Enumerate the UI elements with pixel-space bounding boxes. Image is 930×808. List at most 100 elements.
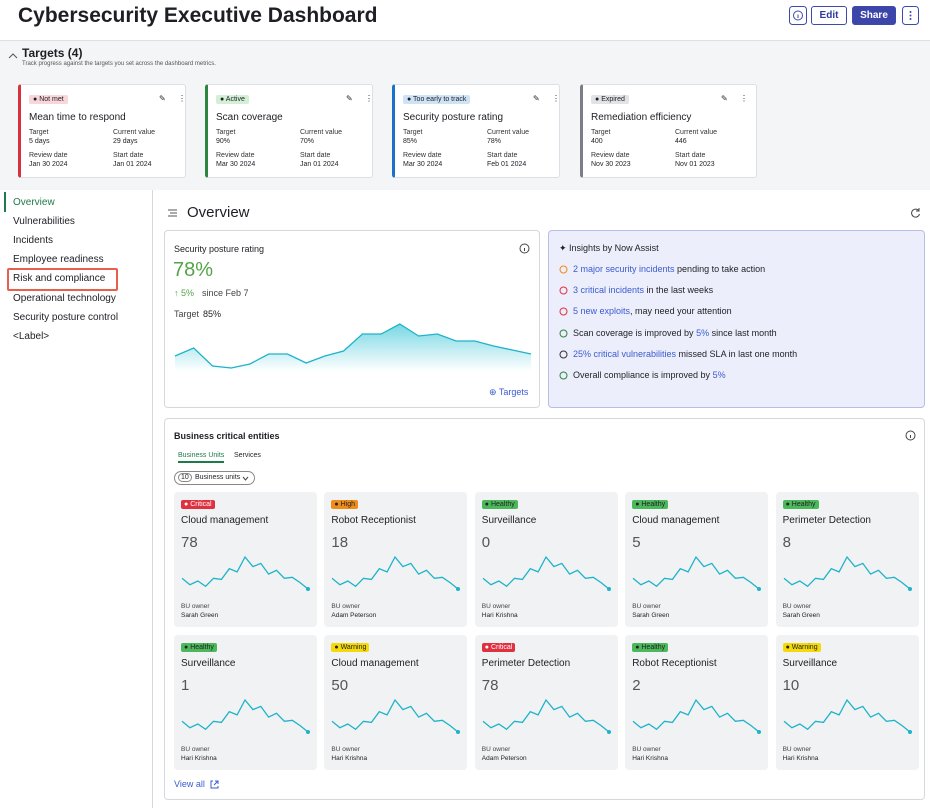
nav-item[interactable]: Employee readiness	[13, 254, 104, 266]
more-icon[interactable]: ⋮	[740, 94, 748, 103]
tab[interactable]: Services	[234, 452, 261, 459]
status-dot: ●	[184, 644, 191, 651]
insight-link[interactable]: 2 major security incidents	[573, 264, 675, 274]
status-badge: ● Critical	[481, 643, 516, 652]
entity-sparkline	[783, 698, 912, 734]
sparkline	[783, 555, 911, 590]
entity-name: Robot Receptionist	[331, 515, 416, 526]
refresh-icon[interactable]	[910, 207, 921, 218]
field-value: Jan 30 2024	[29, 161, 68, 168]
field-label: Review date	[216, 152, 255, 159]
insights-card: ✦ Insights by Now Assist 2 major securit…	[548, 230, 925, 408]
page-title: Cybersecurity Executive Dashboard	[18, 4, 378, 27]
entity-card: ● Warning Cloud management 50 BU owner Hari …	[324, 635, 468, 770]
status-text: Critical	[190, 501, 212, 508]
status-text: High	[340, 501, 355, 508]
insight-text: Overall compliance is improved by	[573, 370, 713, 380]
status-text: Healthy	[641, 501, 666, 508]
nav-item[interactable]: Operational technology	[13, 292, 116, 304]
targets-link[interactable]: ⊕ Targets	[489, 387, 529, 397]
entity-name: Cloud management	[181, 515, 269, 526]
nav-item[interactable]: Overview	[13, 197, 55, 208]
entity-name: Surveillance	[782, 658, 838, 669]
status-badge: ● High	[331, 500, 358, 509]
status-text: Not met	[39, 96, 64, 103]
entity-sparkline	[632, 555, 762, 591]
sparkline	[783, 698, 911, 733]
menu-icon[interactable]	[168, 209, 178, 217]
status-dot: ●	[484, 501, 491, 508]
status-badge: ● Healthy	[181, 643, 217, 652]
status-dot: ●	[635, 644, 642, 651]
field-value: 29 days	[113, 138, 138, 145]
info-button[interactable]	[789, 6, 807, 25]
owner-label: BU owner	[181, 746, 210, 753]
owner-label: BU owner	[481, 746, 511, 753]
sparkline	[482, 698, 610, 733]
info-icon[interactable]	[519, 243, 530, 254]
more-icon[interactable]: ⋮	[552, 94, 560, 103]
status-badge: ● Expired	[591, 95, 629, 104]
status-badge: ● Warning	[782, 643, 821, 652]
field-value: 446	[675, 138, 687, 145]
target-name: Mean time to respond	[29, 112, 126, 123]
edit-icon[interactable]: ✎	[533, 94, 540, 103]
nav-active-indicator	[4, 192, 6, 212]
nav-item[interactable]: Risk and compliance	[13, 273, 106, 285]
insight-item: Overall compliance is improved by 5%	[573, 370, 726, 380]
status-text: Too early to track	[413, 96, 467, 103]
field-label: Target	[29, 129, 49, 136]
status-dot: ●	[334, 644, 341, 651]
entity-value: 0	[481, 534, 491, 551]
nav-item[interactable]: Security posture control	[13, 311, 119, 323]
insight-link[interactable]: 5%	[712, 370, 726, 380]
owner-label: BU owner	[481, 603, 511, 610]
view-all-link[interactable]: View all	[174, 779, 205, 789]
collapse-icon[interactable]	[8, 52, 18, 60]
more-icon[interactable]: ⋮	[178, 94, 186, 103]
insight-text: since last month	[709, 327, 777, 338]
owner-name: Hari Krishna	[181, 755, 217, 762]
edit-icon[interactable]: ✎	[159, 94, 166, 103]
more-icon[interactable]: ⋮	[365, 94, 373, 103]
entity-sparkline	[482, 698, 611, 734]
insight-link[interactable]: 3 critical incidents	[573, 285, 645, 296]
edit-button[interactable]: Edit	[811, 6, 847, 25]
edit-icon[interactable]: ✎	[721, 94, 728, 103]
targets-title: Targets (4)	[22, 46, 83, 60]
nav-item[interactable]: <Label>	[13, 330, 50, 342]
info-icon[interactable]	[905, 430, 916, 441]
field-label: Start date	[487, 152, 518, 159]
target-name: Security posture rating	[403, 112, 504, 123]
end-dot	[456, 587, 461, 591]
field-label: Target	[403, 129, 423, 136]
insight-link[interactable]: 25% critical vulnerabilities	[573, 348, 677, 359]
insight-text: missed SLA in last one month	[676, 348, 798, 359]
nav-item[interactable]: Vulnerabilities	[13, 216, 75, 228]
filter-dropdown[interactable]	[174, 471, 255, 485]
edit-icon[interactable]: ✎	[346, 94, 353, 103]
tab-active[interactable]: Business Units	[178, 452, 225, 463]
target-name: Remediation efficiency	[591, 112, 692, 123]
targets-link-text[interactable]: Targets	[498, 387, 529, 397]
end-dot	[306, 730, 310, 734]
status-dot: ●	[334, 501, 341, 508]
insight-link[interactable]: 5 new exploits	[573, 306, 631, 317]
entity-value: 1	[181, 677, 190, 694]
entities-title: Business critical entities	[174, 431, 280, 441]
icon-shape	[559, 371, 568, 380]
entity-card: ● Critical Perimeter Detection 78 BU owner A…	[474, 635, 618, 770]
more-button[interactable]	[902, 6, 919, 25]
status-dot: ●	[595, 96, 602, 103]
status-badge: ● Too early to track	[403, 95, 471, 104]
insight-item: Scan coverage is improved by 5% since la…	[573, 328, 777, 338]
share-button[interactable]: Share	[852, 6, 896, 25]
nav-item[interactable]: Incidents	[13, 235, 54, 247]
insight-link[interactable]: 5%	[696, 327, 710, 338]
status-text: Critical	[490, 644, 513, 651]
field-value: Nov 01 2023	[675, 161, 715, 168]
owner-name: Adam Peterson	[331, 612, 377, 619]
insight-item: 3 critical incidents in the last weeks	[573, 285, 713, 295]
field-value: 85%	[403, 138, 418, 145]
